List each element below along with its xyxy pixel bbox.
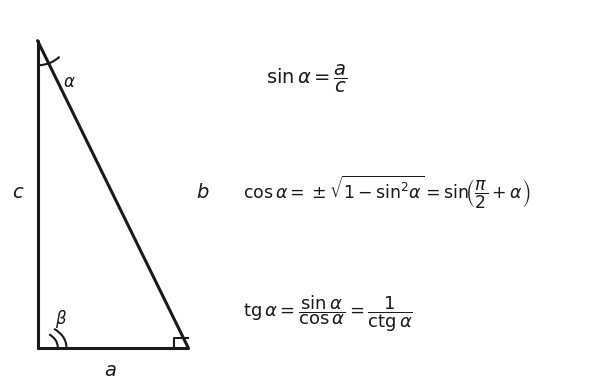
Text: α: α [64,73,75,91]
Text: b: b [196,183,209,202]
Text: $\mathrm{tg}\,\alpha = \dfrac{\mathrm{sin}\,\alpha}{\mathrm{cos}\,\alpha} = \dfr: $\mathrm{tg}\,\alpha = \dfrac{\mathrm{si… [243,293,413,334]
Text: $\mathrm{cos}\,\alpha = \pm\sqrt{1 - \mathrm{sin}^{2}\alpha} = \mathrm{sin}\!\le: $\mathrm{cos}\,\alpha = \pm\sqrt{1 - \ma… [243,173,530,211]
Text: a: a [104,361,116,380]
Text: β: β [55,310,66,328]
Text: c: c [12,183,23,202]
Text: $\mathrm{sin}\,\alpha = \dfrac{a}{c}$: $\mathrm{sin}\,\alpha = \dfrac{a}{c}$ [266,62,348,95]
